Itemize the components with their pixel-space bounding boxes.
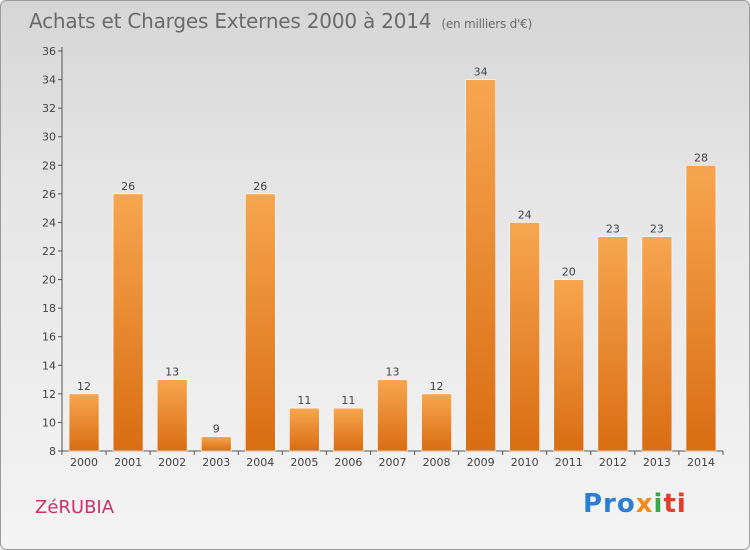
bar: [112, 193, 144, 452]
bar-value-label: 12: [430, 380, 444, 393]
bar-value-label: 23: [606, 223, 620, 236]
x-tick-label: 2012: [599, 456, 627, 469]
bar-value-label: 28: [694, 151, 708, 164]
x-tick-label: 2009: [467, 456, 495, 469]
chart-axes: 8 10 12 14 16 18 20 22 24 26 28 30 32 34 36: [42, 45, 724, 458]
y-tick-label: 26: [42, 188, 56, 201]
bar: [509, 222, 541, 452]
chart-title-text: Achats et Charges Externes 2000 à 2014: [29, 9, 432, 33]
bar-value-label: 11: [297, 394, 311, 407]
bar-value-label: 11: [341, 394, 355, 407]
chart-bars: [68, 79, 717, 452]
y-tick-label: 10: [42, 416, 56, 429]
y-tick-label: 34: [42, 74, 56, 87]
y-tick-label: 24: [42, 216, 56, 229]
bar: [200, 436, 232, 452]
x-tick-label: 2001: [114, 456, 142, 469]
y-tick-label: 32: [42, 102, 56, 115]
y-tick-label: 16: [42, 331, 56, 344]
x-tick-label: 2014: [687, 456, 715, 469]
logo-part-2: x: [635, 489, 654, 519]
bar: [685, 164, 717, 452]
y-tick-label: 28: [42, 159, 56, 172]
commune-name: ZéRUBIA: [35, 497, 115, 518]
bar: [465, 79, 496, 452]
bar: [597, 236, 629, 452]
chart-labels: 12 2000 26 2001 13 2002 9 2003 26 2004 11 2005 11 200…: [70, 66, 715, 469]
bar-value-label: 13: [165, 366, 179, 379]
y-tick-label: 18: [42, 302, 56, 315]
bar-value-label: 34: [474, 66, 488, 79]
y-tick-label: 36: [42, 45, 56, 58]
x-tick-label: 2011: [555, 456, 583, 469]
x-tick-label: 2013: [643, 456, 671, 469]
x-tick-label: 2004: [246, 456, 274, 469]
logo-part-1: Pro: [583, 489, 636, 519]
bar-value-label: 12: [77, 380, 91, 393]
bar-value-label: 24: [518, 208, 532, 221]
x-tick-label: 2000: [70, 456, 98, 469]
y-tick-label: 12: [42, 388, 56, 401]
bar: [156, 379, 188, 452]
chart-subtitle: (en milliers d'€): [441, 17, 533, 31]
x-tick-label: 2006: [334, 456, 362, 469]
proxiti-logo: Proxiti: [583, 489, 687, 519]
y-tick-label: 14: [42, 359, 56, 372]
y-tick-label: 30: [42, 131, 56, 144]
bar-value-label: 26: [121, 180, 135, 193]
bar: [333, 407, 364, 452]
x-tick-label: 2002: [158, 456, 186, 469]
bar: [553, 279, 585, 452]
bar: [68, 393, 100, 452]
x-tick-label: 2010: [511, 456, 539, 469]
bar: [289, 407, 320, 452]
bar-value-label: 20: [562, 266, 576, 279]
y-tick-label: 22: [42, 245, 56, 258]
bar: [421, 393, 452, 452]
bar-value-label: 23: [650, 223, 664, 236]
logo-part-4: ti: [663, 489, 687, 519]
bar: [245, 193, 276, 452]
bar-value-label: 13: [386, 366, 400, 379]
logo-part-3: i: [653, 489, 664, 519]
x-tick-label: 2005: [290, 456, 318, 469]
chart-title: Achats et Charges Externes 2000 à 2014 (e…: [29, 9, 532, 33]
bar: [641, 236, 673, 452]
y-tick-label: 8: [49, 445, 56, 458]
bar-value-label: 9: [213, 423, 220, 436]
y-tick-label: 20: [42, 274, 56, 287]
bar-value-label: 26: [253, 180, 267, 193]
bar: [377, 379, 408, 452]
x-tick-label: 2008: [423, 456, 451, 469]
x-tick-label: 2003: [202, 456, 230, 469]
x-tick-label: 2007: [379, 456, 407, 469]
